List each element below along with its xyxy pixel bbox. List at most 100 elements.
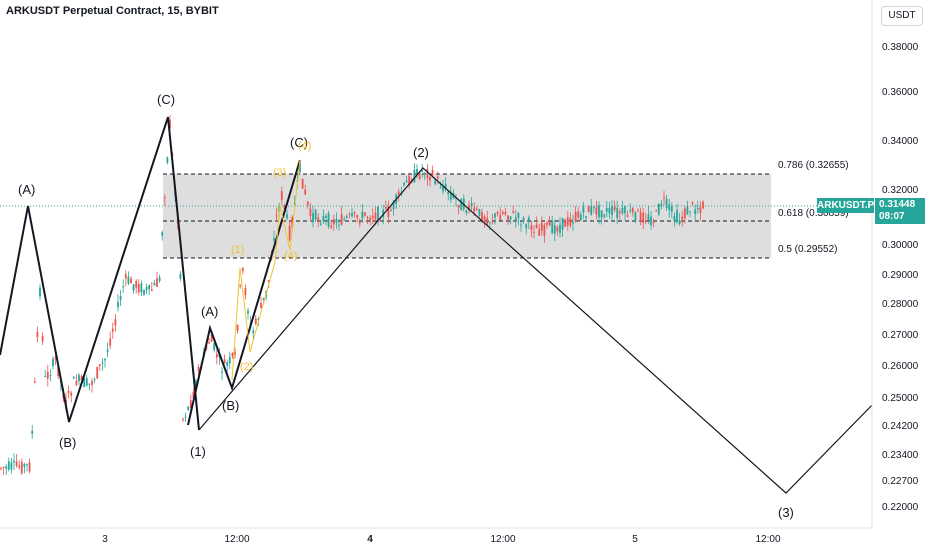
candle-body <box>535 224 538 229</box>
candle-body <box>572 222 574 224</box>
candle-body <box>574 211 577 222</box>
candle-body <box>665 198 668 209</box>
candle-body <box>338 224 340 226</box>
candle-body <box>166 157 169 163</box>
candle-body <box>309 208 312 217</box>
candle-body <box>122 286 125 288</box>
candle-body <box>494 213 496 218</box>
candle-body <box>327 213 330 227</box>
candle-body <box>223 359 226 364</box>
candle-body <box>501 212 504 214</box>
x-tick: 5 <box>632 534 638 545</box>
candle-body <box>556 227 559 232</box>
candle-body <box>449 192 452 200</box>
candle-body <box>244 288 247 296</box>
candle-body <box>169 119 171 129</box>
candle-body <box>132 284 135 291</box>
candle-body <box>473 207 476 212</box>
candle-body <box>109 338 112 346</box>
x-tick: 12:00 <box>755 534 780 545</box>
candle-body <box>356 215 359 218</box>
candle-body <box>31 430 34 434</box>
x-axis-panel <box>0 528 932 550</box>
wave-line-abc-2 <box>187 159 301 426</box>
candle-body <box>663 197 665 199</box>
candle-body <box>647 214 650 221</box>
candle-body <box>257 318 260 321</box>
y-tick: 0.38000 <box>882 42 919 53</box>
candle-body <box>579 214 582 221</box>
candle-body <box>158 277 161 281</box>
candle-body <box>93 379 96 381</box>
candle-body <box>340 214 343 225</box>
candle-body <box>226 362 229 366</box>
candle-body <box>80 376 83 381</box>
candle-body <box>179 273 182 279</box>
candle-body <box>145 286 148 291</box>
candle-body <box>655 210 658 212</box>
x-tick: 4 <box>367 534 373 545</box>
candle-body <box>488 222 491 224</box>
candle-body <box>520 224 522 226</box>
x-tick: 12:00 <box>490 534 515 545</box>
candle-body <box>114 319 117 326</box>
candle-body <box>592 206 595 208</box>
candle-body <box>41 335 44 342</box>
candles <box>0 115 704 476</box>
candle-body <box>49 375 52 377</box>
candle-body <box>618 211 621 214</box>
candle-body <box>252 330 255 334</box>
y-tick: 0.27000 <box>882 330 919 341</box>
candle-body <box>10 462 13 470</box>
candle-body <box>70 392 73 396</box>
candle-body <box>577 211 580 218</box>
candle-body <box>254 318 257 324</box>
candle-body <box>153 282 156 286</box>
candle-body <box>595 207 598 215</box>
candle-body <box>457 204 460 208</box>
currency-button[interactable]: USDT <box>881 6 923 26</box>
candle-body <box>117 302 119 308</box>
subwave-label-2: (2) <box>240 361 253 373</box>
candle-body <box>514 217 517 221</box>
candle-body <box>36 331 39 338</box>
candle-body <box>426 169 429 179</box>
candle-body <box>377 206 379 221</box>
candle-body <box>408 175 411 186</box>
candle-body <box>358 221 361 224</box>
candle-body <box>678 220 681 224</box>
candle-body <box>553 225 556 234</box>
candle-body <box>413 169 416 183</box>
candle-body <box>163 197 166 199</box>
y-tick: 0.23400 <box>882 450 919 461</box>
candle-body <box>629 209 632 212</box>
candle-body <box>67 391 70 393</box>
candle-body <box>486 218 489 226</box>
candle-body <box>384 206 387 209</box>
candle-body <box>195 380 197 389</box>
candle-body <box>403 182 405 186</box>
candle-body <box>366 217 369 219</box>
wave-label-c1: (C) <box>157 92 175 107</box>
candle-body <box>429 176 431 181</box>
y-tick: 0.32000 <box>882 185 919 196</box>
candle-body <box>683 208 686 219</box>
candle-body <box>434 180 437 185</box>
wave-lines <box>0 116 878 494</box>
candle-body <box>156 278 158 287</box>
candle-body <box>317 217 320 221</box>
candle-body <box>13 460 15 463</box>
candle-body <box>702 201 704 209</box>
candle-body <box>686 206 689 215</box>
candle-body <box>696 207 699 210</box>
candle-body <box>611 206 613 215</box>
fib-label-05: 0.5 (0.29552) <box>778 244 838 255</box>
candle-body <box>392 201 395 210</box>
candle-body <box>161 232 164 236</box>
candle-body <box>652 222 655 224</box>
candle-body <box>624 206 626 214</box>
candle-body <box>96 367 99 379</box>
candle-body <box>444 184 447 190</box>
subwave-label-4a: (4) <box>298 140 311 152</box>
